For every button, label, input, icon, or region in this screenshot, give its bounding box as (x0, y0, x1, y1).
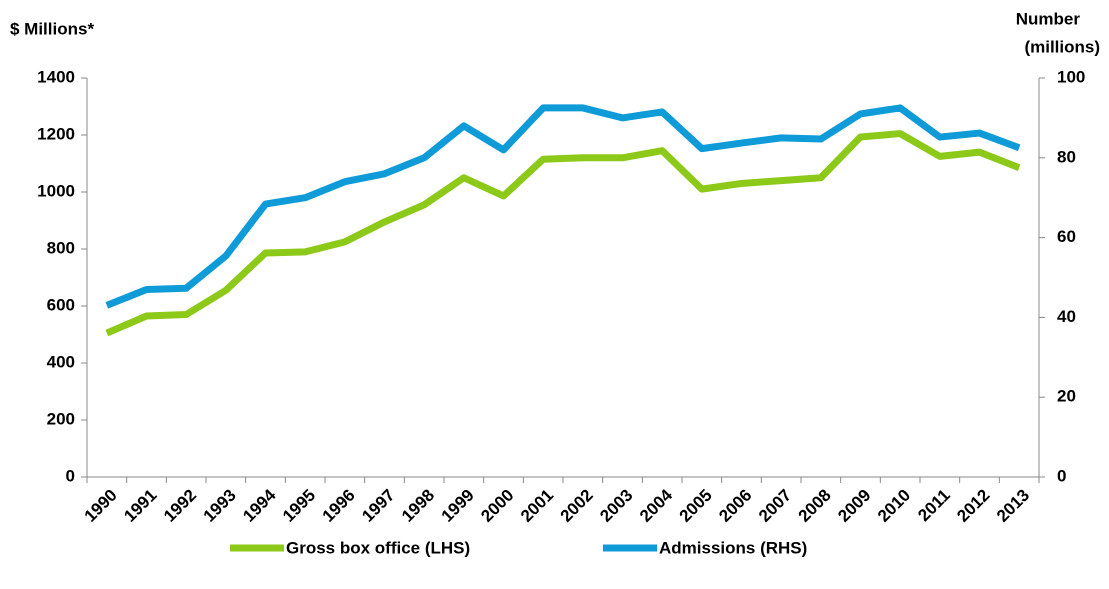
y-tick-label: 1400 (37, 67, 75, 86)
x-tick-label: 2009 (834, 486, 874, 526)
x-tick-label: 2000 (477, 486, 517, 526)
y-tick-label: 0 (66, 466, 75, 485)
x-tick-label: 2007 (755, 486, 795, 526)
x-tick-label: 1992 (160, 486, 200, 526)
y-tick-label: 1000 (37, 181, 75, 200)
x-tick-label: 1998 (398, 486, 438, 526)
x-tick-label: 2003 (596, 486, 636, 526)
x-tick-label: 1995 (279, 486, 319, 526)
legend-label: Gross box office (LHS) (286, 538, 470, 557)
x-tick-label: 1997 (358, 486, 398, 526)
x-tick-label: 1994 (239, 485, 280, 526)
y-tick-label: 600 (47, 295, 75, 314)
y2-tick-label: 40 (1057, 307, 1076, 326)
x-tick-label: 2008 (795, 486, 835, 526)
y2-tick-label: 0 (1057, 466, 1066, 485)
x-tick-label: 2002 (557, 486, 597, 526)
x-tick-label: 1991 (120, 486, 160, 526)
x-tick-label: 2013 (993, 486, 1033, 526)
y2-tick-label: 20 (1057, 387, 1076, 406)
y2-axis-label: (millions) (1024, 37, 1100, 56)
x-tick-label: 2005 (676, 486, 716, 526)
y-tick-label: 400 (47, 352, 75, 371)
y2-tick-label: 100 (1057, 67, 1085, 86)
y2-tick-label: 60 (1057, 227, 1076, 246)
x-tick-label: 2001 (517, 486, 557, 526)
y2-tick-label: 80 (1057, 147, 1076, 166)
x-tick-label: 2006 (715, 486, 755, 526)
x-tick-label: 2004 (636, 485, 677, 526)
y-tick-label: 200 (47, 409, 75, 428)
y-tick-label: 1200 (37, 124, 75, 143)
x-tick-label: 2011 (914, 486, 954, 526)
x-tick-label: 2012 (953, 486, 993, 526)
y2-axis-label: Number (1016, 9, 1081, 28)
legend-label: Admissions (RHS) (659, 538, 807, 557)
x-tick-label: 1990 (81, 486, 121, 526)
line-series (105, 104, 1021, 309)
line-series (105, 130, 1021, 337)
x-tick-label: 1999 (438, 486, 478, 526)
y-tick-label: 800 (47, 238, 75, 257)
y-axis-label: $ Millions* (10, 19, 94, 38)
x-tick-label: 2010 (874, 486, 914, 526)
x-tick-label: 1993 (200, 486, 240, 526)
x-tick-label: 1996 (319, 486, 359, 526)
